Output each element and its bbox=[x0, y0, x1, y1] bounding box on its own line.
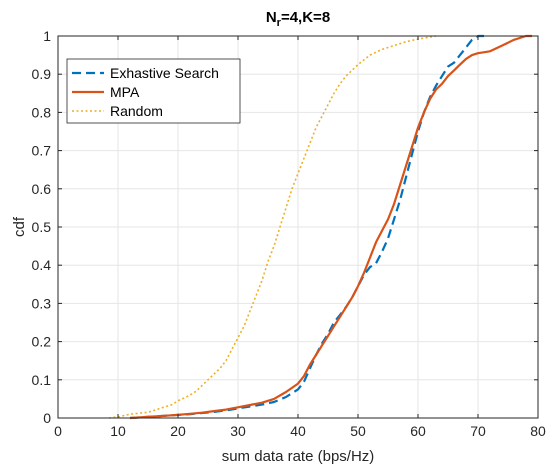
x-tick-label: 70 bbox=[470, 423, 486, 439]
x-tick-label: 20 bbox=[170, 423, 186, 439]
ticks: 0 10 20 30 40 50 60 70 80 0 0.1 0.2 0.3 0.4 0.5 0.6 0.7 0… bbox=[32, 28, 546, 439]
x-tick-label: 50 bbox=[350, 423, 366, 439]
series-line-mpa bbox=[129, 34, 532, 420]
y-tick-label: 1 bbox=[43, 28, 51, 44]
y-tick-label: 0.5 bbox=[32, 219, 52, 235]
y-tick-label: 0 bbox=[43, 410, 51, 426]
title-rest: =4,K=8 bbox=[281, 9, 330, 26]
series-layer bbox=[108, 34, 532, 420]
x-tick-label: 10 bbox=[110, 423, 126, 439]
legend: Exhastive Search MPA Random bbox=[66, 58, 241, 124]
title-subscript: r bbox=[277, 17, 282, 29]
y-tick-label: 0.6 bbox=[32, 181, 52, 197]
x-tick-label: 60 bbox=[410, 423, 426, 439]
y-tick-label: 0.7 bbox=[32, 143, 52, 159]
series-line-random bbox=[108, 35, 437, 419]
chart-title: Nr=4,K=8 bbox=[266, 9, 330, 29]
y-tick-label: 0.4 bbox=[32, 257, 52, 273]
y-tick-label: 0.3 bbox=[32, 295, 52, 311]
x-axis-label: sum data rate (bps/Hz) bbox=[222, 448, 375, 465]
x-tick-label: 40 bbox=[290, 423, 306, 439]
legend-label-mpa: MPA bbox=[110, 84, 140, 100]
x-tick-label: 30 bbox=[230, 423, 246, 439]
x-tick-label: 80 bbox=[530, 423, 546, 439]
x-tick-label: 0 bbox=[54, 423, 62, 439]
y-tick-label: 0.2 bbox=[32, 334, 52, 350]
y-axis-label: cdf bbox=[11, 216, 28, 237]
title-main: N bbox=[266, 9, 277, 26]
y-tick-label: 0.1 bbox=[32, 372, 52, 388]
legend-label-exhastive-search: Exhastive Search bbox=[110, 65, 219, 81]
y-tick-label: 0.9 bbox=[32, 66, 52, 82]
y-tick-label: 0.8 bbox=[32, 104, 52, 120]
legend-label-random: Random bbox=[110, 103, 163, 119]
